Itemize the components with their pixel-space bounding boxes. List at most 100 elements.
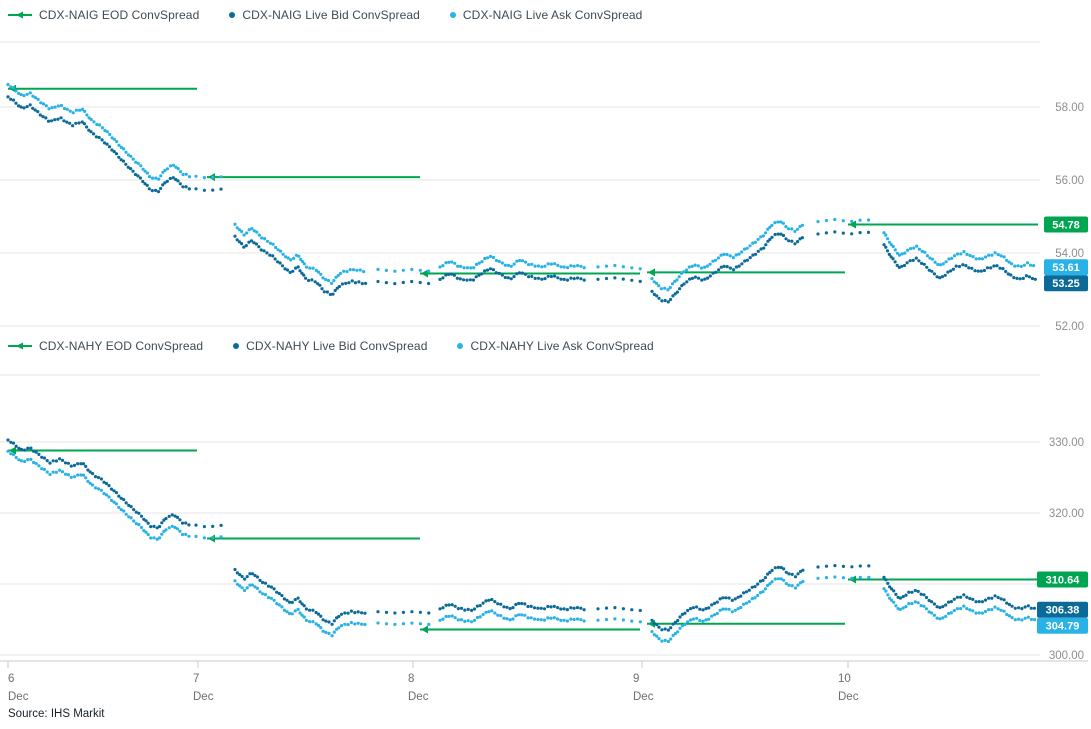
data-dot (9, 97, 13, 101)
data-dot (505, 605, 509, 609)
data-dot (686, 608, 690, 613)
data-dot (9, 452, 13, 456)
data-dot (320, 287, 324, 291)
data-dot (652, 633, 656, 637)
data-dot (137, 523, 141, 527)
data-dot (80, 107, 85, 111)
data-dot (796, 240, 800, 244)
data-dot (486, 256, 490, 260)
data-dot (108, 132, 112, 137)
data-dot (240, 574, 244, 579)
data-dot (233, 579, 237, 583)
data-dot (353, 611, 357, 615)
data-dot (935, 605, 939, 609)
chart-cdx-naig: 58.00 56.00 54.00 52.00 54.78 53.61 53.25 (0, 41, 1088, 333)
data-dot (490, 609, 494, 613)
legend-item-cdx-naig-live-ask-convspread[interactable]: CDX-NAIG Live Ask ConvSpread (449, 8, 643, 22)
data-dot (517, 601, 521, 606)
data-dot (72, 463, 77, 467)
data-dot (102, 492, 106, 496)
data-dot (756, 582, 760, 586)
data-dot (901, 595, 905, 599)
data-dot (159, 174, 163, 178)
data-dot (766, 583, 770, 588)
data-dot (944, 260, 948, 264)
data-dot (88, 470, 92, 474)
data-dot (776, 232, 780, 236)
data-dot (722, 252, 726, 256)
data-dot (824, 564, 829, 568)
data-dot (159, 186, 163, 191)
data-dot (184, 532, 188, 536)
legend-item-cdx-nahy-eod-convspread[interactable]: CDX-NAHY EOD ConvSpread (8, 339, 203, 353)
data-dot (759, 235, 763, 239)
data-dot (766, 227, 770, 231)
data-dot (866, 230, 871, 234)
data-dot (156, 190, 161, 194)
data-dot (858, 231, 862, 235)
data-dot (129, 505, 133, 509)
data-dot (733, 608, 737, 612)
data-dot (657, 284, 661, 288)
y-axis-tick-label: 52.00 (1055, 321, 1084, 333)
data-dot (63, 461, 68, 465)
data-dot (103, 128, 107, 133)
data-dot (1019, 264, 1023, 268)
data-dot (109, 487, 114, 491)
data-dot (17, 446, 21, 450)
data-dot (710, 603, 714, 607)
data-dot (764, 231, 768, 235)
data-dot (938, 617, 942, 621)
data-dot (903, 251, 907, 255)
data-dot (459, 618, 464, 622)
legend-item-cdx-naig-live-bid-convspread[interactable]: CDX-NAIG Live Bid ConvSpread (229, 8, 420, 22)
data-dot (410, 279, 414, 284)
data-dot (766, 239, 770, 243)
legend-item-cdx-nahy-live-ask-convspread[interactable]: CDX-NAHY Live Ask ConvSpread (457, 339, 654, 353)
data-dot (1032, 606, 1036, 610)
data-dot (105, 142, 109, 146)
data-dot (384, 622, 389, 626)
data-dot (566, 266, 570, 270)
data-dot (891, 244, 895, 249)
data-dot (790, 239, 794, 243)
data-dot (304, 276, 308, 280)
data-dot (704, 618, 708, 622)
data-dot (80, 120, 84, 124)
data-dot (676, 618, 680, 623)
data-dot (546, 616, 550, 620)
data-dot (34, 450, 38, 454)
data-dot (715, 600, 719, 604)
data-dot (127, 503, 131, 507)
legend-item-cdx-naig-eod-convspread[interactable]: CDX-NAIG EOD ConvSpread (8, 8, 199, 22)
data-dot (456, 607, 460, 611)
data-dot (670, 282, 675, 286)
data-dot (680, 624, 685, 628)
data-dot (300, 602, 304, 606)
data-dot (112, 500, 116, 504)
data-dot (117, 494, 121, 498)
data-dot (982, 268, 987, 273)
data-dot (974, 600, 978, 604)
data-dot (512, 275, 516, 279)
data-dot (347, 281, 351, 285)
data-dot (893, 260, 897, 264)
legend-item-cdx-nahy-live-bid-convspread[interactable]: CDX-NAHY Live Bid ConvSpread (233, 339, 427, 353)
data-dot (127, 515, 131, 519)
data-dot (514, 614, 518, 618)
data-dot (703, 265, 707, 269)
data-dot (796, 572, 800, 576)
data-dot (985, 266, 990, 270)
data-dot (497, 271, 501, 275)
data-dot (927, 598, 931, 603)
data-dot (298, 611, 302, 615)
data-dot (233, 234, 237, 238)
data-dot (770, 235, 774, 239)
data-dot (1029, 617, 1033, 622)
data-dot (893, 248, 897, 252)
data-dot (744, 590, 749, 594)
data-dot (438, 618, 442, 622)
data-dot (955, 252, 960, 256)
data-dot (100, 138, 104, 142)
data-dot (703, 277, 707, 281)
